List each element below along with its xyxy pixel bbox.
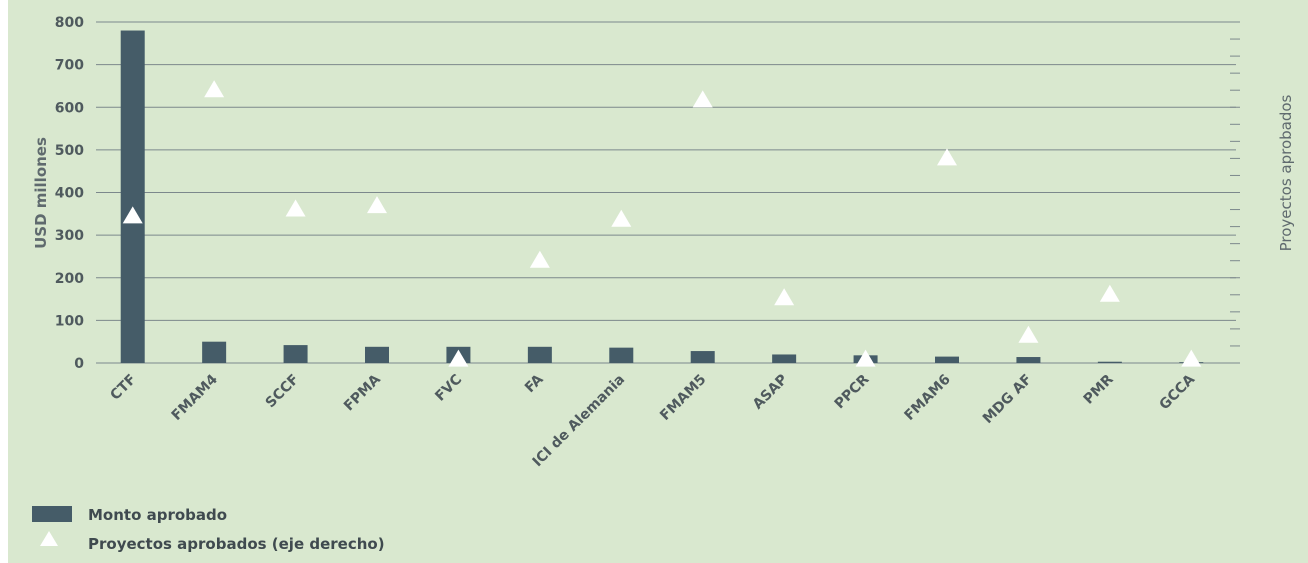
- bar: [1016, 357, 1041, 363]
- bar-series: [120, 30, 1204, 364]
- x-tick-label: FMAM5: [657, 372, 709, 424]
- triangle-marker: [1181, 349, 1202, 367]
- legend-triangle-label: Proyectos aprobados (eje derecho): [88, 535, 385, 553]
- y-tick-label: 400: [55, 186, 84, 202]
- triangle-marker: [448, 349, 469, 367]
- triangle-marker: [855, 349, 876, 367]
- y-tick-label: 500: [55, 143, 84, 159]
- x-tick-label: PMR: [1081, 371, 1117, 407]
- bar: [527, 346, 552, 363]
- triangle-marker: [774, 288, 795, 306]
- triangle-marker: [204, 80, 225, 98]
- y-tick-label: 100: [55, 313, 84, 329]
- x-tick-label: FA: [522, 371, 547, 396]
- x-tick-label: PPCR: [832, 371, 873, 412]
- x-tick-label: ASAP: [750, 372, 791, 413]
- x-tick-label: SCCF: [263, 372, 303, 412]
- y-tick-label: 0: [74, 356, 84, 372]
- bar: [935, 356, 959, 363]
- right-axis-ticks: [1230, 21, 1240, 364]
- triangle-marker: [611, 209, 632, 227]
- bar: [690, 351, 715, 363]
- y2-axis-title: Proyectos aprobados: [1277, 94, 1295, 251]
- y-tick-label: 600: [55, 100, 84, 116]
- x-tick-label: FVC: [432, 372, 465, 405]
- y-tick-label: 800: [55, 15, 84, 31]
- triangle-series: [122, 80, 1202, 367]
- bar: [283, 345, 308, 363]
- triangle-marker: [367, 196, 387, 214]
- bar: [202, 341, 227, 363]
- bar: [1097, 361, 1122, 363]
- triangle-marker: [692, 90, 713, 108]
- x-tick-label: MDG AF: [980, 372, 1035, 427]
- triangle-marker: [122, 206, 143, 224]
- x-tick-label: GCCA: [1156, 371, 1198, 413]
- bar: [120, 30, 145, 364]
- x-tick-label: FMAM4: [169, 371, 222, 424]
- x-tick-label: FMAM6: [901, 372, 953, 424]
- bar: [609, 347, 634, 363]
- triangle-marker: [937, 148, 957, 166]
- y-tick-label: 700: [55, 58, 84, 74]
- x-tick-label: FPMA: [341, 371, 384, 414]
- grid-lines: [96, 21, 1236, 364]
- y-tick-labels: 0 100 200 300 400 500 600 700 800: [55, 15, 84, 372]
- legend: Monto aprobado Proyectos aprobados (eje …: [32, 506, 385, 553]
- legend-bar-swatch: [32, 506, 72, 522]
- triangle-marker: [1099, 284, 1120, 302]
- y-tick-label: 300: [55, 228, 84, 244]
- bar: [365, 346, 389, 363]
- bar: [772, 354, 797, 363]
- y-tick-label: 200: [55, 271, 84, 287]
- triangle-marker: [285, 199, 306, 217]
- chart-panel: 0 100 200 300 400 500 600 700 800 CTF FMAM4 SCCF FP…: [8, 0, 1308, 563]
- triangle-marker: [529, 250, 550, 268]
- legend-bar-label: Monto aprobado: [88, 506, 227, 524]
- triangle-marker: [1018, 325, 1039, 343]
- legend-triangle-swatch: [40, 531, 58, 546]
- y-axis-title: USD millones: [32, 137, 50, 249]
- chart-svg: 0 100 200 300 400 500 600 700 800 CTF FMAM4 SCCF FP…: [32, 15, 1295, 553]
- x-tick-label: ICI de Alemania: [530, 372, 629, 471]
- x-tick-label: CTF: [107, 372, 139, 404]
